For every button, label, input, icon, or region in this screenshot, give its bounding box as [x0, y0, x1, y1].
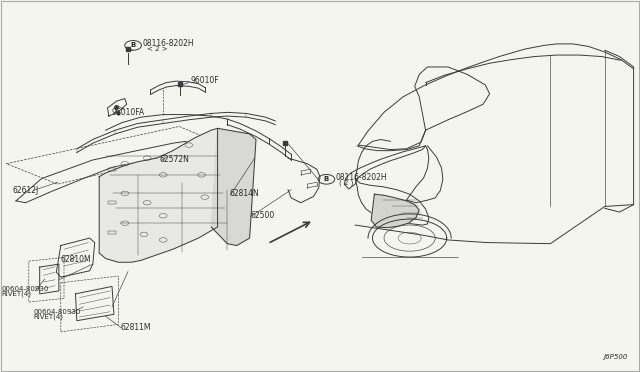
- Text: 62500: 62500: [251, 211, 275, 220]
- Polygon shape: [99, 128, 218, 262]
- Text: 96010FA: 96010FA: [112, 108, 145, 117]
- Text: 96010F: 96010F: [191, 76, 220, 85]
- Bar: [108, 231, 116, 234]
- Bar: [108, 168, 116, 171]
- Polygon shape: [211, 128, 256, 246]
- Text: B: B: [131, 42, 136, 48]
- Text: 62814N: 62814N: [229, 189, 259, 198]
- Text: 08116-8202H: 08116-8202H: [335, 173, 387, 182]
- Bar: [108, 201, 116, 204]
- Text: 62811M: 62811M: [120, 323, 151, 332]
- Text: < 2 >: < 2 >: [147, 46, 168, 52]
- Text: RIVET(4): RIVET(4): [33, 314, 63, 320]
- Text: J6P500: J6P500: [603, 354, 627, 360]
- Text: 08116-8202H: 08116-8202H: [142, 39, 194, 48]
- Text: 62612J: 62612J: [13, 186, 39, 195]
- Text: 00604-80930: 00604-80930: [33, 310, 81, 315]
- Text: RIVET(4): RIVET(4): [1, 291, 31, 297]
- Text: 62810M: 62810M: [61, 255, 92, 264]
- Text: 00604-80930: 00604-80930: [1, 286, 49, 292]
- Text: B: B: [324, 176, 329, 182]
- Polygon shape: [371, 194, 419, 228]
- Text: 62572N: 62572N: [160, 155, 190, 164]
- Text: ( 2 ): ( 2 ): [339, 179, 353, 186]
